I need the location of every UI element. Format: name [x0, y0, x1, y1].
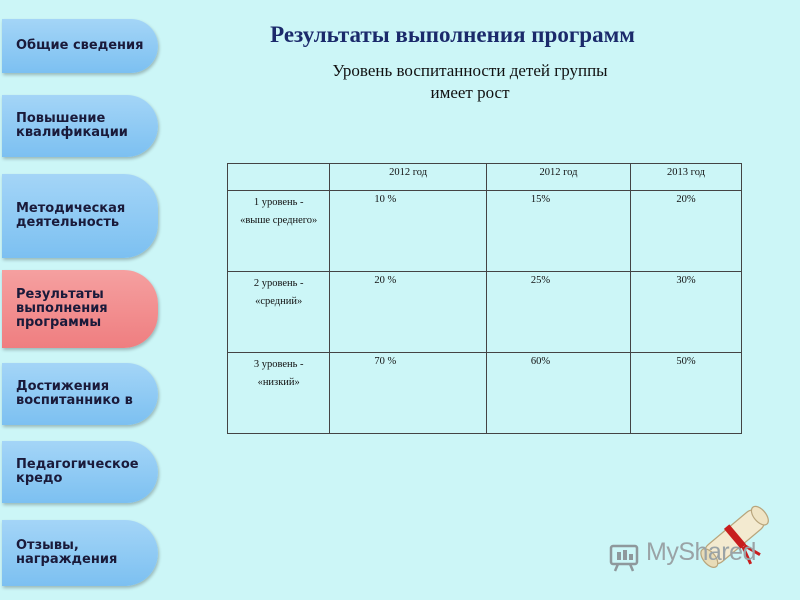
table-cell: 10 % — [329, 190, 487, 272]
table-row: 3 уровень - «низкий» 70 % 60% 50% — [226, 352, 742, 434]
table-cell: 50% — [630, 352, 742, 434]
row-label-line-2: «низкий» — [257, 377, 300, 388]
table-row: 2 уровень - «средний» 20 % 25% 30% — [226, 271, 742, 353]
table-cell: 20 % — [329, 271, 487, 353]
row-label-line-1: 2 уровень - — [253, 278, 304, 289]
nav-item-label: Отзывы, награждения — [16, 538, 118, 567]
myshared-logo-icon — [609, 544, 639, 572]
nav-item-label: Общие сведения — [16, 38, 144, 53]
nav-item-pedagogical-credo[interactable]: Педагогическое кредо — [2, 441, 158, 503]
table-cell: 60% — [485, 352, 632, 434]
header-cell-2013: 2013 год — [630, 163, 742, 191]
row-label: 2 уровень - «средний» — [226, 271, 331, 353]
table-row: 1 уровень - «выше среднего» 10 % 15% 20% — [226, 190, 742, 272]
nav-item-qualification[interactable]: Повышение квалификации — [2, 95, 158, 157]
table-cell: 30% — [630, 271, 742, 353]
row-label-line-2: «средний» — [255, 296, 303, 307]
results-table: 2012 год 2012 год 2013 год 1 уровень - «… — [226, 163, 742, 434]
nav-item-label: Методическая деятельность — [16, 201, 126, 230]
table-cell: 25% — [485, 271, 632, 353]
table-cell: 15% — [485, 190, 632, 272]
sidebar-nav: Общие сведения Повышение квалификации Ме… — [0, 0, 170, 600]
subtitle-line-2: имеет рост — [430, 83, 510, 102]
row-label-line-1: 3 уровень - — [253, 359, 304, 370]
table-header-row: 2012 год 2012 год 2013 год — [226, 163, 742, 191]
scroll-diploma-icon — [700, 505, 769, 568]
page-subtitle: Уровень воспитанности детей группы имеет… — [290, 60, 650, 104]
row-label: 3 уровень - «низкий» — [226, 352, 331, 434]
nav-item-label: Достижения воспитаннико в — [16, 379, 133, 408]
row-label-line-1: 1 уровень - — [253, 197, 304, 208]
nav-item-general-info[interactable]: Общие сведения — [2, 19, 158, 73]
row-label-line-2: «выше среднего» — [240, 215, 318, 226]
nav-item-reviews-awards[interactable]: Отзывы, награждения — [2, 520, 158, 586]
header-cell-empty — [226, 163, 331, 191]
subtitle-line-1: Уровень воспитанности детей группы — [332, 61, 608, 80]
nav-item-methodical-activity[interactable]: Методическая деятельность — [2, 174, 158, 258]
table-cell: 20% — [630, 190, 742, 272]
header-cell-2012-a: 2012 год — [329, 163, 487, 191]
row-label: 1 уровень - «выше среднего» — [226, 190, 331, 272]
nav-item-label: Педагогическое кредо — [16, 457, 139, 486]
nav-item-label: Результаты выполнения программы — [16, 287, 108, 330]
watermark-text: MyShared — [646, 538, 756, 566]
nav-item-achievements[interactable]: Достижения воспитаннико в — [2, 363, 158, 425]
nav-item-label: Повышение квалификации — [16, 111, 128, 140]
nav-item-program-results[interactable]: Результаты выполнения программы — [2, 270, 158, 348]
header-cell-2012-b: 2012 год — [485, 163, 632, 191]
table-cell: 70 % — [329, 352, 487, 434]
page-title: Результаты выполнения программ — [270, 22, 635, 47]
